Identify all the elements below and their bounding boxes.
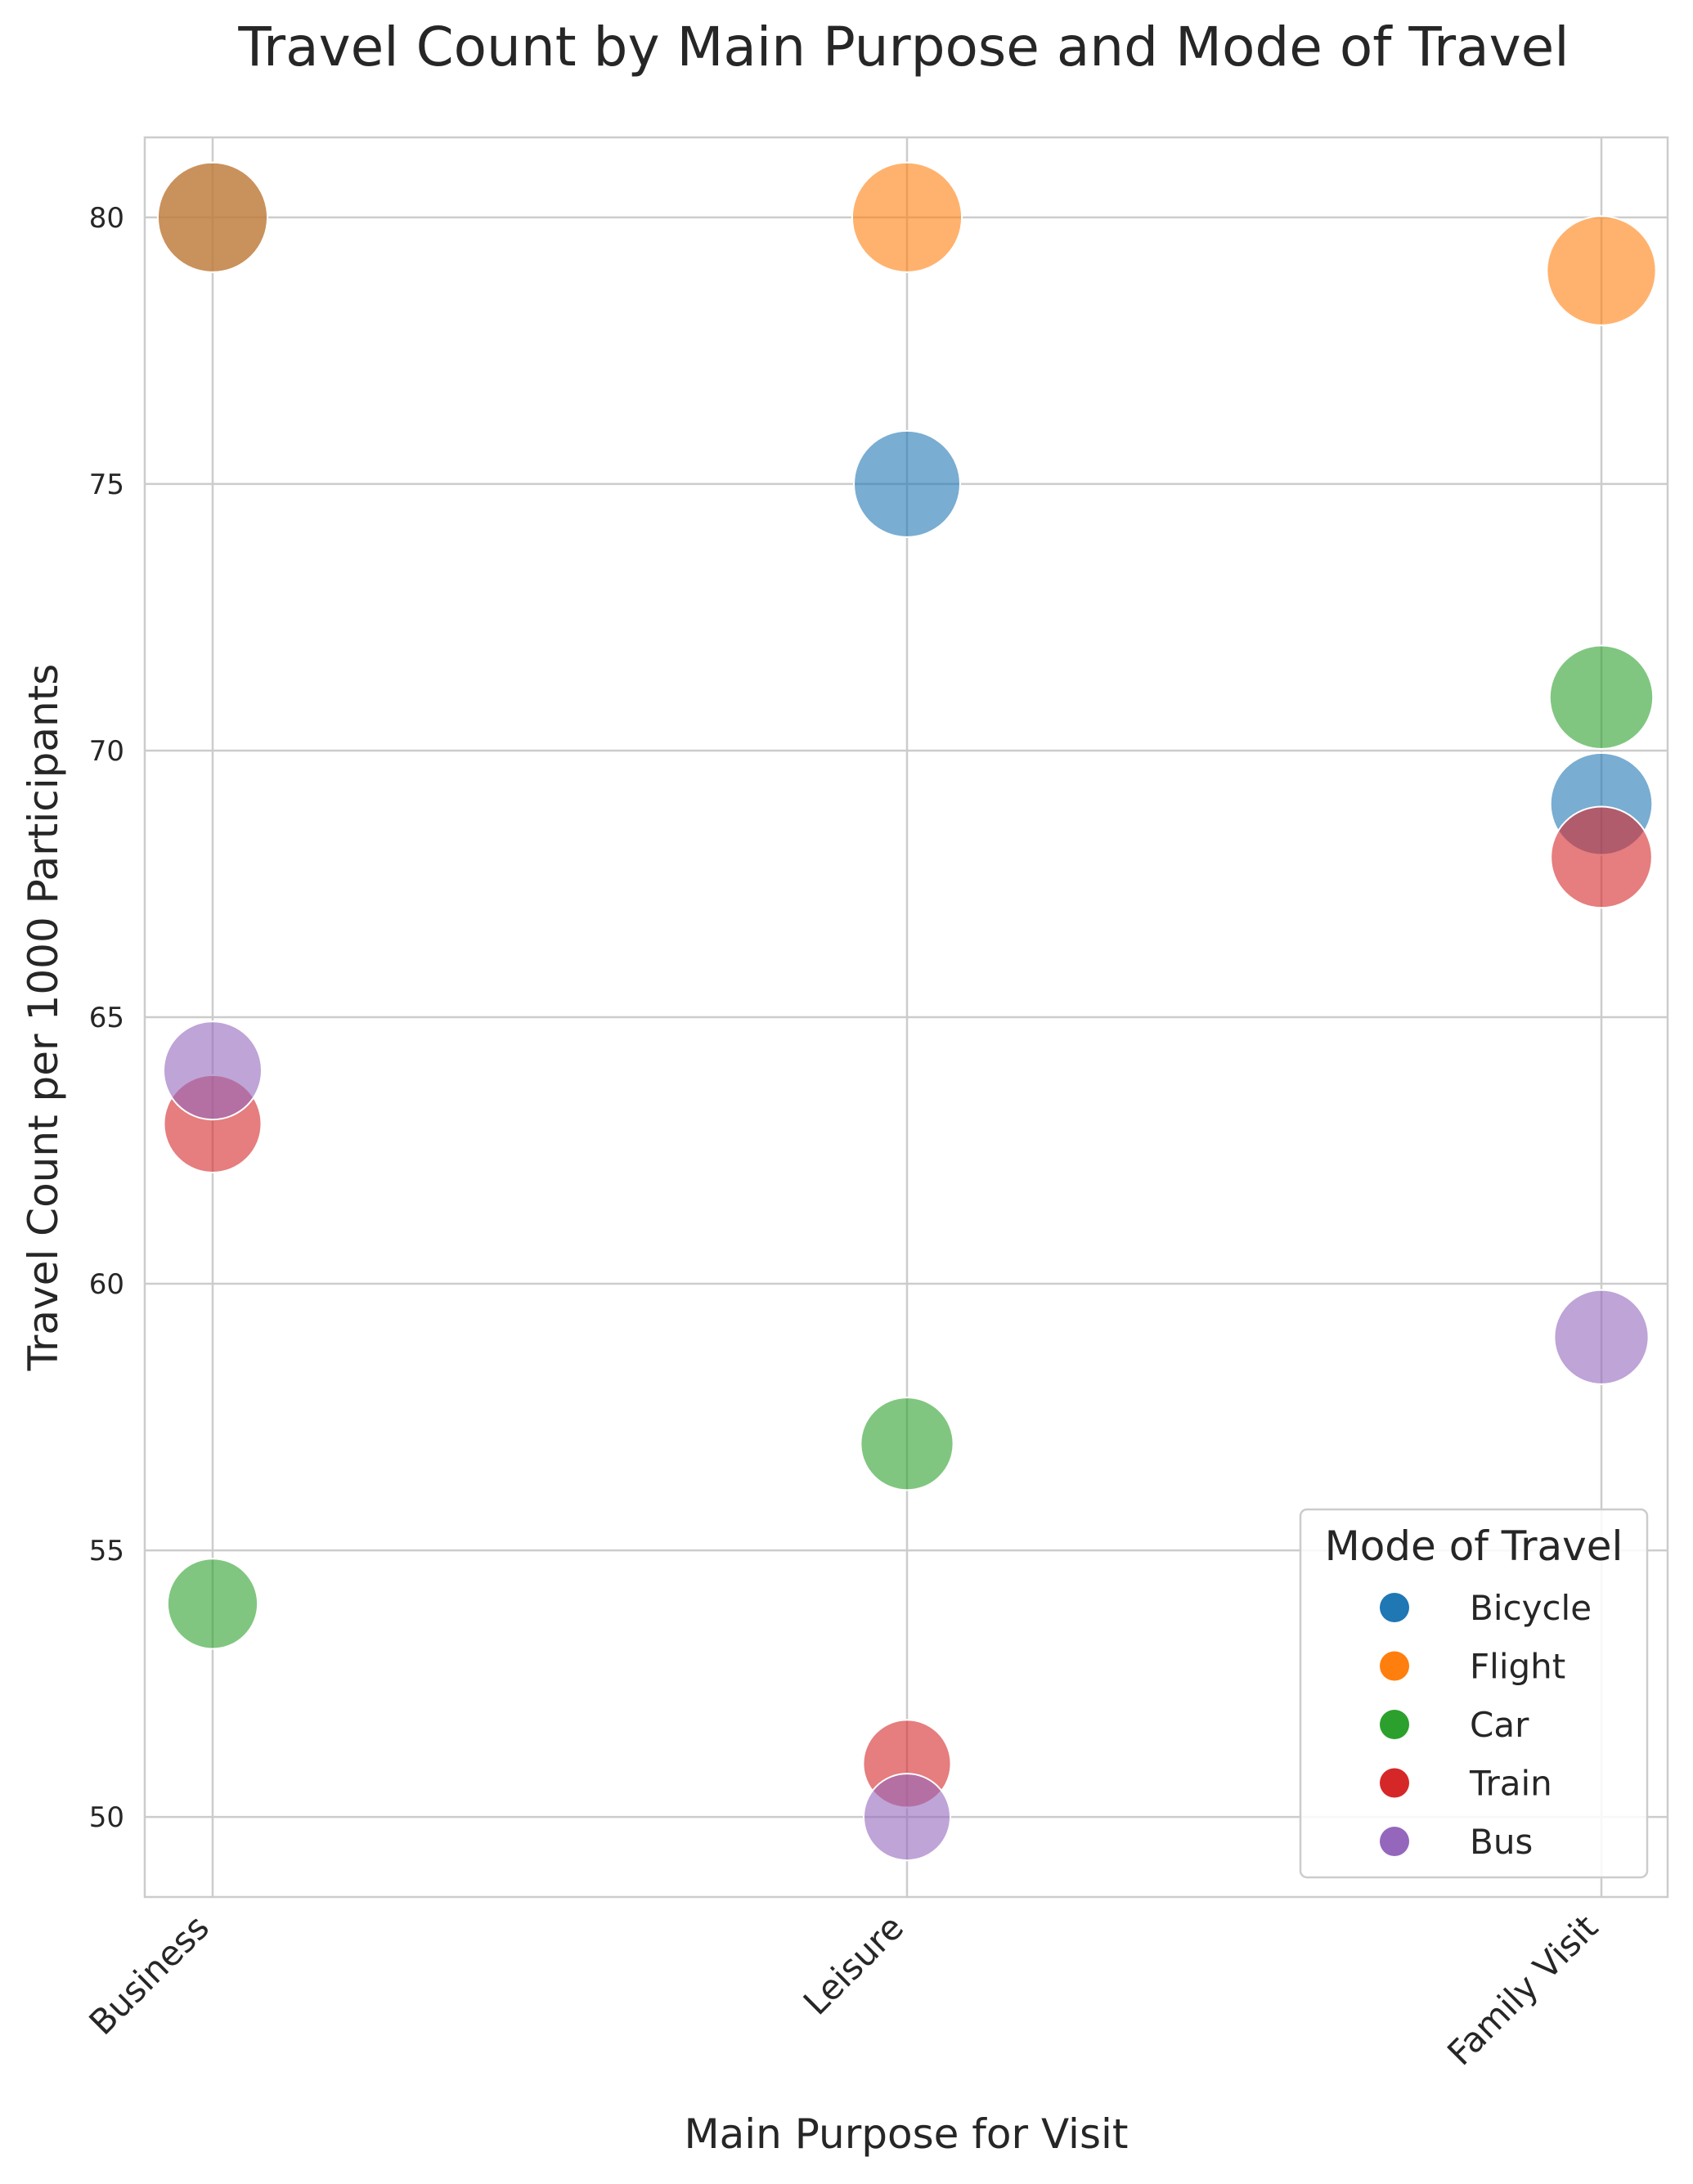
x-tick-label: Family Visit xyxy=(1439,1907,1605,2073)
legend-marker xyxy=(1380,1593,1409,1622)
legend-marker xyxy=(1380,1768,1409,1798)
y-tick-label: 80 xyxy=(89,202,124,235)
legend-items: Bicycle Flight Car Train Bus xyxy=(1380,1588,1592,1862)
y-tick-label: 65 xyxy=(89,1002,124,1034)
y-tick-label: 70 xyxy=(89,735,124,768)
legend-title: Mode of Travel xyxy=(1325,1523,1623,1570)
legend: Mode of Travel Bicycle Flight Car Train Bus xyxy=(1299,1508,1649,1879)
bubble-point xyxy=(853,429,961,538)
y-axis-ticks: 50 55 60 65 70 75 80 xyxy=(89,202,124,1834)
bubble-point xyxy=(156,161,269,273)
legend-label: Bicycle xyxy=(1470,1588,1592,1628)
bubble-point xyxy=(862,1773,952,1862)
x-axis-label: Main Purpose for Visit xyxy=(685,2110,1129,2158)
bubble-point xyxy=(851,161,963,273)
bubble-point xyxy=(1553,1289,1650,1385)
legend-marker xyxy=(1380,1710,1409,1739)
y-tick-label: 75 xyxy=(89,469,124,501)
bubble-layer xyxy=(156,161,1657,1862)
plot-frame xyxy=(143,136,1669,1899)
bubble-point xyxy=(166,1558,259,1650)
x-axis-ticks: Business Leisure Family Visit xyxy=(81,1907,1605,2073)
legend-label: Car xyxy=(1470,1705,1529,1745)
bubble-point xyxy=(1548,644,1655,750)
bubble-point xyxy=(860,1397,954,1491)
legend-label: Train xyxy=(1469,1764,1552,1804)
x-tick-label: Leisure xyxy=(796,1907,911,2022)
bubble-point xyxy=(1550,805,1653,909)
y-axis-label: Travel Count per 1000 Participants xyxy=(20,664,67,1372)
chart-title: Travel Count by Main Purpose and Mode of… xyxy=(237,16,1569,78)
legend-label: Flight xyxy=(1470,1647,1565,1687)
y-tick-label: 60 xyxy=(89,1268,124,1301)
bubble-point xyxy=(1546,215,1657,326)
x-tick-label: Business xyxy=(81,1907,217,2043)
legend-label: Bus xyxy=(1470,1822,1533,1862)
legend-marker xyxy=(1380,1827,1409,1856)
y-tick-label: 50 xyxy=(89,1801,124,1834)
bubble-point xyxy=(163,1020,263,1121)
legend-marker xyxy=(1380,1651,1409,1681)
y-tick-label: 55 xyxy=(89,1535,124,1567)
